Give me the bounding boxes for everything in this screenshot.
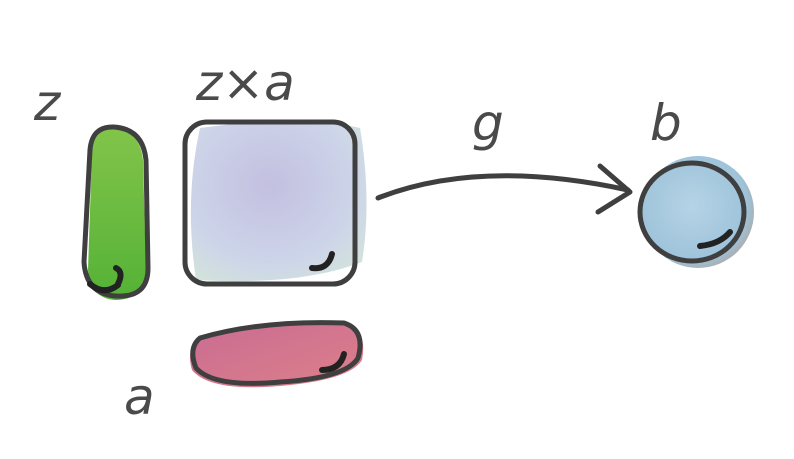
label-product: z×a xyxy=(195,54,295,112)
arrow-head xyxy=(595,163,633,215)
object-z-mark xyxy=(87,281,121,294)
label-b: b xyxy=(650,94,682,152)
object-a-mark xyxy=(319,351,347,373)
arrow-shaft xyxy=(375,173,631,201)
object-z-mark-tick xyxy=(113,265,124,287)
object-b-outline xyxy=(637,160,747,264)
object-product-fill xyxy=(190,121,367,282)
morphism-g-arrow xyxy=(375,163,633,215)
object-a-outline xyxy=(190,320,363,386)
label-g: g xyxy=(472,94,504,152)
object-product xyxy=(182,119,367,287)
label-z: z xyxy=(33,74,62,132)
object-z-fill xyxy=(88,128,146,300)
object-a xyxy=(190,320,364,388)
object-b xyxy=(637,156,754,268)
object-product-mark xyxy=(309,251,335,272)
object-b-fill xyxy=(642,156,754,268)
object-b-mark xyxy=(697,229,733,249)
object-z xyxy=(81,124,151,300)
label-a: a xyxy=(124,368,155,426)
object-product-outline xyxy=(182,119,358,287)
